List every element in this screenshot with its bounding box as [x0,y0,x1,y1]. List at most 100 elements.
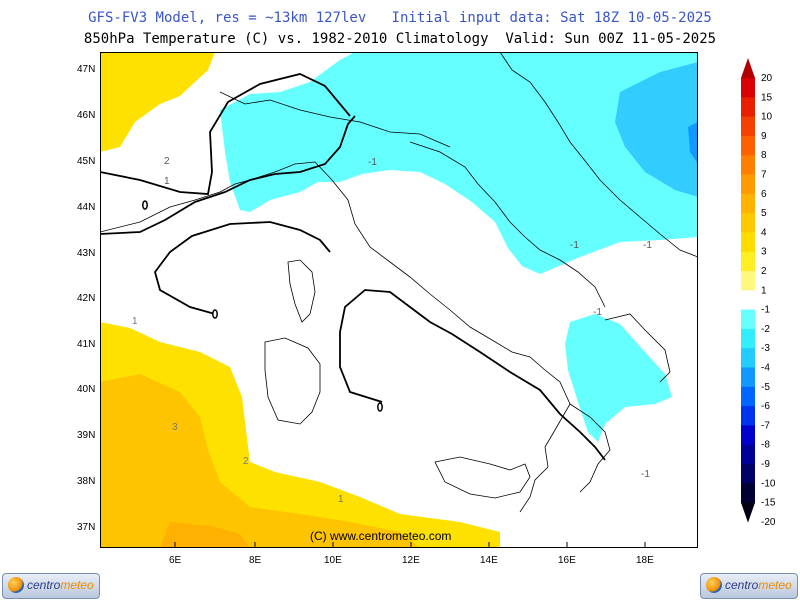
scale-label: -10 [761,478,776,489]
lon-label: 18E [636,555,654,566]
logo-text-b: meteo [758,578,792,592]
scale-label: 20 [761,73,773,84]
zero-anomaly-contours [100,73,606,461]
contour-label: 1 [338,494,344,505]
scale-swatch [741,290,755,311]
lat-label: 47N [77,64,95,75]
scale-arrow-top [741,58,755,78]
lat-label: 43N [77,248,95,259]
scale-swatch [741,155,755,175]
scale-swatch [741,174,755,195]
logo-right: centrometeo [700,573,798,599]
contour-label: -1 [641,469,650,480]
logo-text-b: meteo [60,578,94,592]
lat-label: 46N [77,110,95,121]
scale-label: -9 [761,459,770,470]
warm-area-southwest-peak [160,522,250,548]
scale-label: -5 [761,382,770,393]
cold-area-northeast-core [615,62,698,197]
scale-swatch [741,464,755,484]
lon-label: 10E [324,555,342,566]
scale-label: -15 [761,498,776,509]
scale-swatch [741,78,755,98]
contour-label: 3 [172,422,178,433]
logo-left: centrometeo [2,573,100,599]
scale-swatch [741,425,755,446]
lon-label: 8E [249,555,262,566]
scale-swatch [741,348,755,368]
scale-label: -7 [761,420,770,431]
scale-swatch [741,232,755,253]
scale-swatch [741,135,755,156]
scale-label: 3 [761,247,767,258]
scale-swatch [741,193,755,214]
lon-label: 6E [169,555,182,566]
coastlines [100,52,698,513]
scale-arrow-bottom [741,502,755,523]
lat-labels: 47N 46N 45N 44N 43N 42N 41N 40N 39N 38N … [77,64,95,533]
model-run-title: GFS-FV3 Model, res = ~13km 127lev Initia… [88,10,712,26]
scale-swatch [741,309,755,330]
lat-label: 44N [77,202,95,213]
warm-area-northwest [100,52,215,152]
scale-label: 7 [761,170,767,181]
scale-label: 8 [761,150,767,161]
contour-label: 2 [243,456,249,467]
scale-swatch [741,406,755,426]
cold-area-apulia [565,314,672,442]
contour-label: 2 [164,156,170,167]
scale-label: -4 [761,363,770,374]
scale-label: 6 [761,189,767,200]
lat-label: 38N [77,476,95,487]
scale-swatch [741,483,755,504]
lat-label: 41N [77,339,95,350]
lon-label: 12E [402,555,420,566]
globe-icon [8,577,24,593]
scale-label: -1 [761,305,770,316]
map-frame [100,52,698,548]
lat-label: 40N [77,384,95,395]
scale-label: 10 [761,112,773,123]
scale-swatch [741,444,755,465]
scale-swatch [741,271,755,291]
lat-label: 42N [77,293,95,304]
scale-swatch [741,116,755,137]
lon-labels: 6E 8E 10E 12E 14E 16E 18E [169,555,654,566]
contour-label: -1 [643,240,652,251]
contour-label: -1 [368,157,377,168]
lat-label: 45N [77,156,95,167]
lon-label: 16E [558,555,576,566]
contour-markers [142,200,383,412]
scale-label: 4 [761,227,767,238]
contour-label-group: 2 1 -1 1 3 2 1 -1 -1 -1 -1 [132,156,652,505]
contour-label: -1 [593,307,602,318]
scale-label: -8 [761,440,770,451]
scale-swatch [741,386,755,407]
cold-area-northeast-peak [688,122,698,164]
scale-label: -3 [761,343,770,354]
scale-swatch [741,367,755,388]
warm-area-southwest-core [100,374,420,548]
scale-label: 1 [761,285,767,296]
color-scale: 20 15 10 9 8 7 6 5 4 3 2 1 -1 -2 -3 -4 -5 -6 -7 -8 -9 -10 -15 -… [741,58,776,528]
lat-label: 37N [77,522,95,533]
scale-swatch [741,97,755,118]
scale-label: 2 [761,266,767,277]
scale-label: 9 [761,131,767,142]
logo-text-a: centro [27,578,61,592]
globe-icon [706,577,722,593]
scale-swatch [741,328,755,349]
scale-swatch [741,213,755,233]
lat-label: 39N [77,430,95,441]
scale-swatch [741,251,755,272]
contour-label: 1 [164,176,170,187]
scale-label: -2 [761,324,770,335]
contour-label: -1 [570,240,579,251]
scale-label: 5 [761,208,767,219]
temperature-anomaly-map: 2 1 -1 1 3 2 1 -1 -1 -1 -1 (C) www.centr… [100,52,698,548]
map-credit: (C) www.centrometeo.com [310,529,451,543]
field-valid-title: 850hPa Temperature (C) vs. 1982-2010 Cli… [83,31,717,47]
scale-label: -6 [761,401,770,412]
logo-text-a: centro [725,578,759,592]
